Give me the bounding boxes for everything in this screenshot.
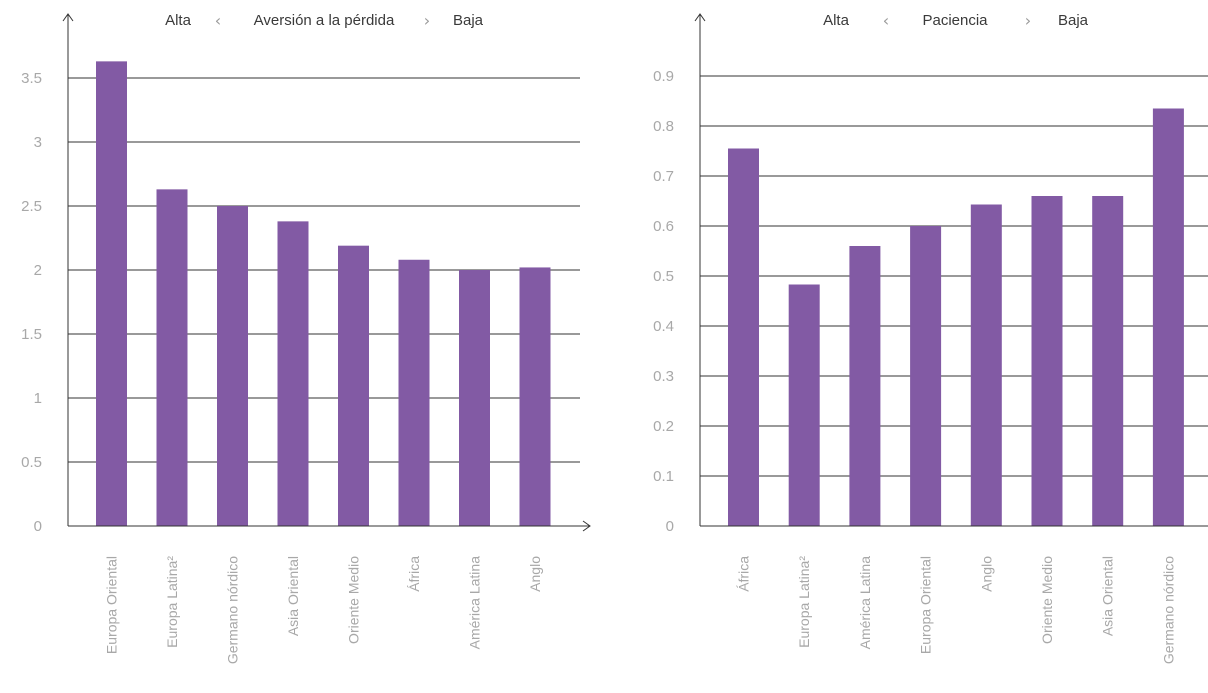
chart-loss-aversion: Alta ‹ Aversión a la pérdida › Baja 0 0.5… — [21, 11, 591, 664]
category-label: Asia Oriental — [1100, 556, 1116, 636]
header-low-label: Baja — [1058, 12, 1089, 29]
category-label: Asia Oriental — [285, 556, 301, 636]
bar — [970, 204, 1002, 526]
chart-title: Aversión a la pérdida — [254, 12, 395, 29]
bar — [156, 189, 188, 527]
y-tick-label: 3 — [34, 134, 42, 151]
y-tick-label: 0.7 — [653, 168, 674, 185]
chart-header: Alta ‹ Paciencia › Baja — [823, 11, 1089, 30]
y-tick-label: 0.2 — [653, 418, 674, 435]
y-tick-label: 0.9 — [653, 68, 674, 85]
chevron-left-icon: ‹ — [883, 11, 889, 30]
category-label: Germano nórdico — [225, 556, 241, 664]
chart-title: Paciencia — [922, 12, 988, 29]
header-low-label: Baja — [453, 12, 484, 29]
bar — [96, 61, 127, 527]
bar — [519, 267, 551, 526]
y-tick-label: 3.5 — [21, 70, 42, 87]
header-high-label: Alta — [823, 12, 850, 29]
y-tick-label: 1 — [34, 390, 42, 407]
chevron-right-icon: › — [1025, 11, 1031, 30]
category-label: Europa Oriental — [918, 556, 934, 654]
y-tick-label: 0.3 — [653, 368, 674, 385]
header-high-label: Alta — [165, 12, 192, 29]
category-label: África — [736, 556, 752, 592]
category-label: Anglo — [978, 556, 994, 592]
category-label: Oriente Medio — [346, 556, 362, 644]
bar — [398, 259, 430, 526]
y-tick-label: 2 — [34, 262, 42, 279]
bar — [728, 148, 759, 526]
bar — [849, 246, 881, 526]
chart-header: Alta ‹ Aversión a la pérdida › Baja — [165, 11, 484, 30]
bar — [910, 226, 942, 526]
bar — [338, 245, 369, 526]
bar — [459, 270, 490, 526]
category-label: Europa Oriental — [104, 556, 120, 654]
bar — [788, 284, 820, 526]
category-label: Germano nórdico — [1160, 556, 1176, 664]
bar — [1031, 196, 1063, 526]
y-tick-label: 0 — [666, 518, 674, 535]
chevron-right-icon: › — [424, 11, 430, 30]
category-label: Europa Latina² — [796, 556, 812, 648]
y-tick-label: 0.6 — [653, 218, 674, 235]
y-tick-label: 0.4 — [653, 318, 674, 335]
y-tick-label: 0.8 — [653, 118, 674, 135]
category-label: América Latina — [857, 556, 873, 650]
chart-patience: Alta ‹ Paciencia › Baja 0 0.1 0.2 0.3 0.4 0.5… — [653, 11, 1208, 664]
bar — [1092, 196, 1124, 526]
category-label: Europa Latina² — [164, 556, 180, 648]
category-label: África — [406, 556, 422, 592]
bar — [217, 206, 248, 526]
y-tick-label: 1.5 — [21, 326, 42, 343]
y-tick-label: 0 — [34, 518, 42, 535]
category-label: América Latina — [467, 556, 483, 650]
bar — [277, 221, 309, 527]
x-axis-arrow-icon — [582, 520, 591, 532]
y-axis-arrow-icon — [694, 13, 706, 22]
y-tick-label: 0.1 — [653, 468, 674, 485]
y-tick-label: 0.5 — [653, 268, 674, 285]
y-axis-arrow-icon — [62, 13, 74, 22]
category-label: Oriente Medio — [1039, 556, 1055, 644]
bar — [1152, 108, 1184, 526]
chevron-left-icon: ‹ — [215, 11, 221, 30]
y-tick-label: 2.5 — [21, 198, 42, 215]
y-tick-label: 0.5 — [21, 454, 42, 471]
category-label: Anglo — [527, 556, 543, 592]
